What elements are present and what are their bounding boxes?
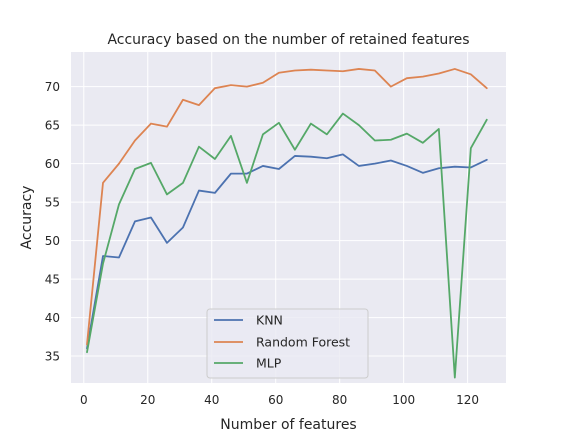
x-tick-label: 120: [456, 393, 479, 407]
legend-label-random-forest: Random Forest: [256, 335, 350, 350]
legend: KNN Random Forest MLP: [206, 308, 369, 379]
y-tick-label: 55: [45, 196, 60, 210]
y-axis-ticks: 35 40 45 50 55 60 65 70: [45, 80, 60, 363]
legend-label-knn: KNN: [256, 313, 283, 328]
series-line-mlp: [86, 112, 488, 379]
y-tick-label: 70: [45, 80, 60, 94]
y-tick-label: 60: [45, 157, 60, 171]
y-tick-label: 45: [45, 273, 60, 287]
x-axis-label: Number of features: [220, 417, 356, 433]
legend-box: [206, 308, 369, 379]
x-tick-label: 0: [80, 393, 88, 407]
x-axis-ticks: 0 20 40 60 80 100 120: [80, 393, 479, 407]
series-lines: [86, 68, 488, 379]
y-tick-label: 35: [45, 350, 60, 364]
x-tick-label: 60: [268, 393, 283, 407]
x-tick-label: 20: [140, 393, 155, 407]
x-tick-label: 80: [332, 393, 347, 407]
series-line-random-forest: [86, 68, 488, 346]
y-tick-label: 40: [45, 311, 60, 325]
y-axis-label: Accuracy: [19, 186, 35, 250]
legend-label-mlp: MLP: [256, 356, 282, 371]
series-line-knn: [86, 153, 488, 350]
chart-title: Accuracy based on the number of retained…: [107, 32, 469, 48]
x-tick-label: 100: [392, 393, 415, 407]
x-tick-label: 40: [204, 393, 219, 407]
y-tick-label: 65: [45, 119, 60, 133]
y-tick-label: 50: [45, 234, 60, 248]
